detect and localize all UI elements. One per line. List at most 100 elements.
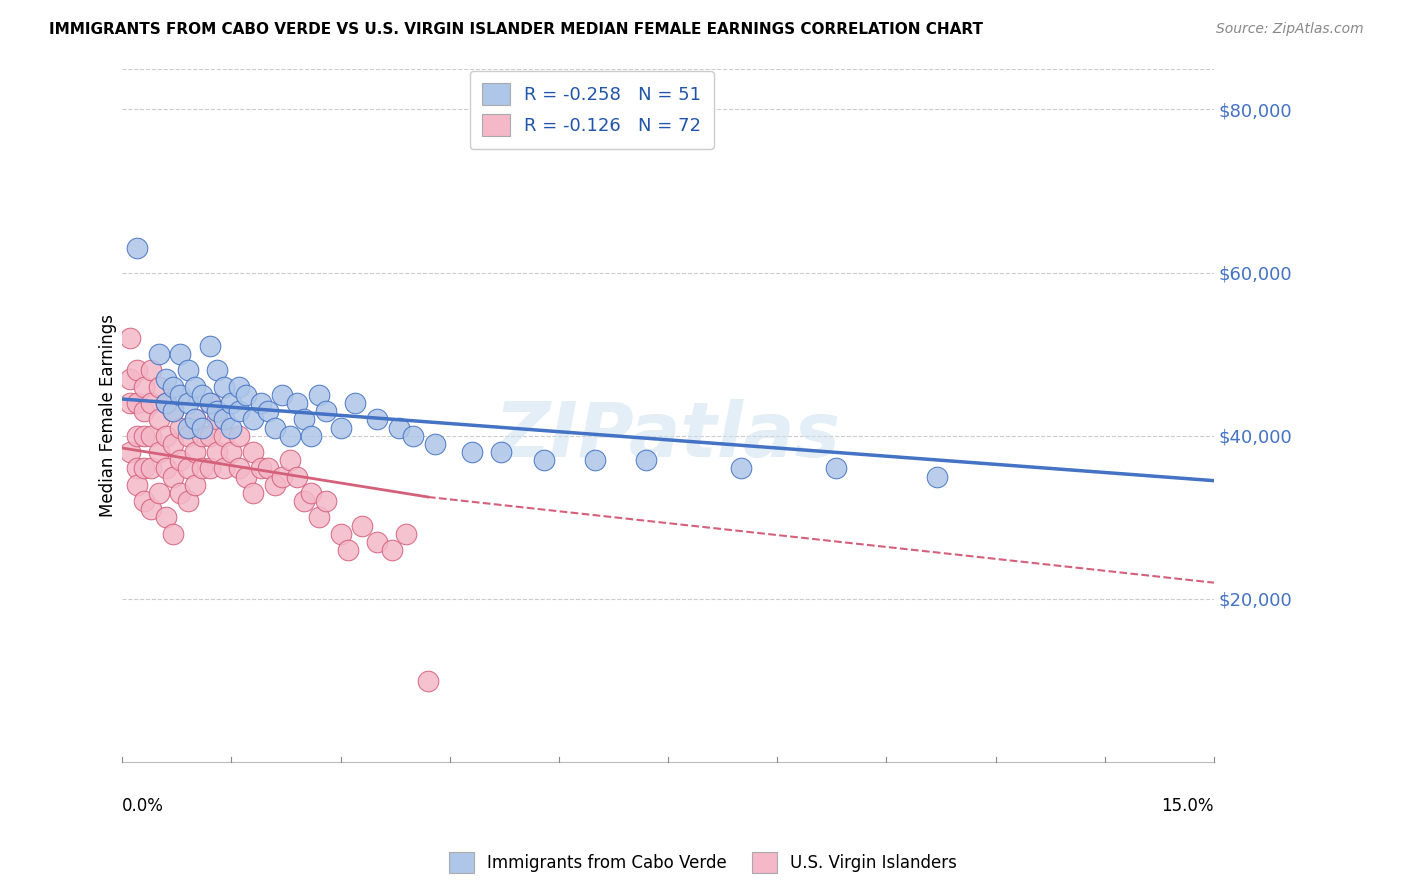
Point <box>395 526 418 541</box>
Point <box>256 461 278 475</box>
Point <box>301 486 323 500</box>
Point <box>184 412 207 426</box>
Point <box>285 396 308 410</box>
Point <box>205 412 228 426</box>
Point <box>125 461 148 475</box>
Point <box>329 420 352 434</box>
Point <box>177 363 200 377</box>
Point <box>212 412 235 426</box>
Point <box>125 241 148 255</box>
Point <box>132 461 155 475</box>
Point <box>212 461 235 475</box>
Point <box>125 396 148 410</box>
Point <box>249 461 271 475</box>
Point <box>198 461 221 475</box>
Point <box>489 445 512 459</box>
Point <box>336 543 359 558</box>
Point <box>344 396 367 410</box>
Point <box>292 494 315 508</box>
Text: IMMIGRANTS FROM CABO VERDE VS U.S. VIRGIN ISLANDER MEDIAN FEMALE EARNINGS CORREL: IMMIGRANTS FROM CABO VERDE VS U.S. VIRGI… <box>49 22 983 37</box>
Point <box>162 526 184 541</box>
Point <box>148 380 170 394</box>
Point <box>141 363 163 377</box>
Point <box>155 510 177 524</box>
Point <box>177 396 200 410</box>
Point <box>191 420 214 434</box>
Point <box>242 445 264 459</box>
Point <box>271 388 294 402</box>
Point <box>308 388 330 402</box>
Text: Source: ZipAtlas.com: Source: ZipAtlas.com <box>1216 22 1364 37</box>
Point <box>162 437 184 451</box>
Point <box>264 477 287 491</box>
Point <box>352 518 374 533</box>
Point <box>148 445 170 459</box>
Point <box>228 380 250 394</box>
Point <box>169 486 191 500</box>
Point <box>169 388 191 402</box>
Point <box>730 461 752 475</box>
Point <box>125 477 148 491</box>
Point <box>184 380 207 394</box>
Point <box>155 371 177 385</box>
Point <box>242 486 264 500</box>
Point <box>141 429 163 443</box>
Point <box>118 396 141 410</box>
Point <box>308 510 330 524</box>
Point <box>155 461 177 475</box>
Point <box>162 404 184 418</box>
Point <box>198 396 221 410</box>
Point <box>191 429 214 443</box>
Point <box>132 494 155 508</box>
Point <box>169 420 191 434</box>
Y-axis label: Median Female Earnings: Median Female Earnings <box>100 314 117 516</box>
Point <box>177 494 200 508</box>
Point <box>278 429 301 443</box>
Point <box>380 543 402 558</box>
Point <box>228 429 250 443</box>
Point <box>425 437 447 451</box>
Point <box>416 673 439 688</box>
Point <box>118 445 141 459</box>
Point <box>148 486 170 500</box>
Point <box>118 371 141 385</box>
Text: ZIPatlas: ZIPatlas <box>495 400 841 473</box>
Point <box>198 339 221 353</box>
Point <box>148 347 170 361</box>
Point <box>205 404 228 418</box>
Point <box>177 429 200 443</box>
Point <box>278 453 301 467</box>
Point <box>132 404 155 418</box>
Point <box>235 388 257 402</box>
Point <box>162 469 184 483</box>
Legend: Immigrants from Cabo Verde, U.S. Virgin Islanders: Immigrants from Cabo Verde, U.S. Virgin … <box>443 846 963 880</box>
Point <box>148 412 170 426</box>
Point <box>235 469 257 483</box>
Point <box>315 494 337 508</box>
Point <box>264 420 287 434</box>
Point <box>205 363 228 377</box>
Point <box>366 534 388 549</box>
Point <box>329 526 352 541</box>
Point <box>132 429 155 443</box>
Point <box>249 396 271 410</box>
Text: 0.0%: 0.0% <box>122 797 165 815</box>
Point <box>583 453 606 467</box>
Point <box>366 412 388 426</box>
Point <box>198 396 221 410</box>
Point <box>184 445 207 459</box>
Point <box>177 461 200 475</box>
Point <box>636 453 658 467</box>
Point <box>212 429 235 443</box>
Point <box>315 404 337 418</box>
Point <box>221 420 243 434</box>
Point <box>118 331 141 345</box>
Point <box>198 429 221 443</box>
Point <box>184 477 207 491</box>
Point <box>221 445 243 459</box>
Point <box>824 461 846 475</box>
Point <box>184 412 207 426</box>
Point <box>221 396 243 410</box>
Point <box>271 469 294 483</box>
Point <box>301 429 323 443</box>
